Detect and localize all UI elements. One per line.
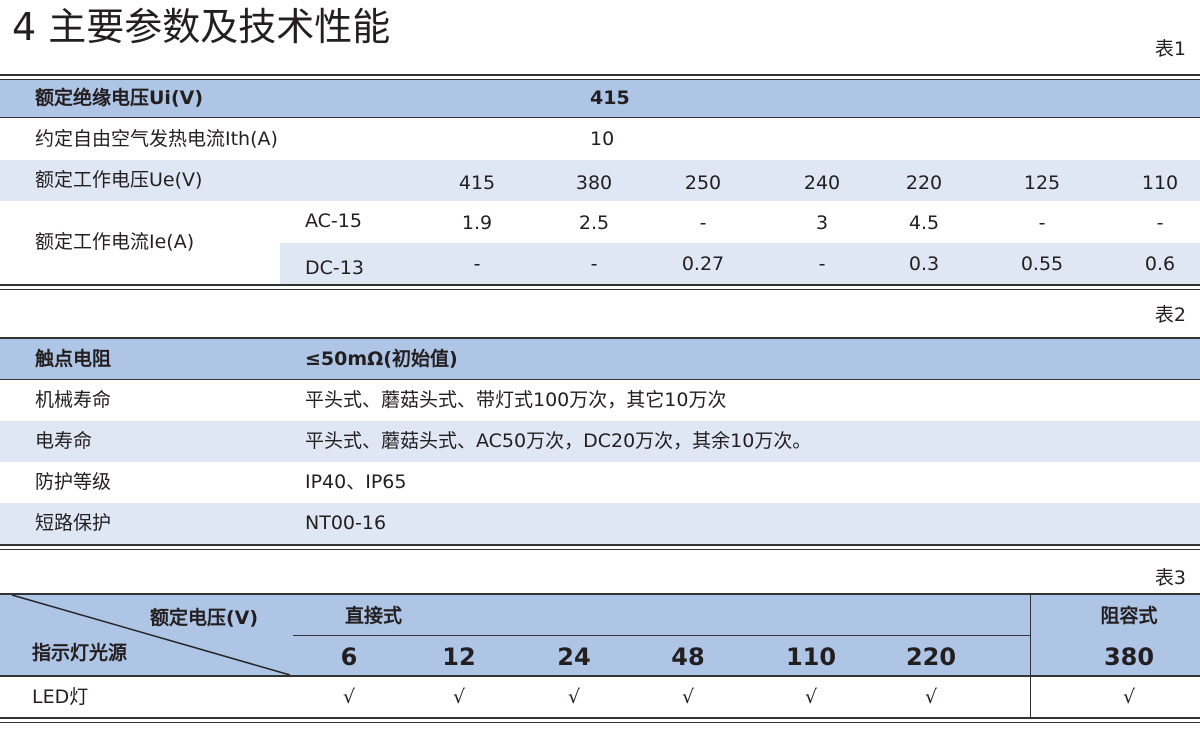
voltage-header: 220 (905, 643, 957, 671)
ac-cell: - (1038, 212, 1046, 234)
dc-cell: 0.6 (1144, 253, 1176, 275)
voltage-cell: 380 (575, 172, 613, 194)
spec-key: 机械寿命 (35, 389, 112, 411)
row-label-led: LED灯 (32, 686, 89, 708)
current-label: 额定工作电流Ie(A) (35, 231, 195, 253)
spec-value: IP40、IP65 (305, 471, 407, 493)
dc-cell: - (590, 253, 598, 275)
voltage-cell: 415 (458, 172, 496, 194)
check-mark: √ (804, 686, 818, 708)
voltage-cell: 220 (905, 172, 943, 194)
check-mark: √ (567, 686, 581, 708)
voltage-header: 110 (785, 643, 837, 671)
insulation-label: 额定绝缘电压Ui(V) (35, 87, 204, 109)
voltage-cell: 125 (1023, 172, 1061, 194)
voltage-cell: 110 (1141, 172, 1179, 194)
dc-cell: 0.3 (908, 253, 940, 275)
voltage-header: 6 (340, 643, 358, 671)
table1-label: 表1 (1154, 38, 1186, 60)
check-mark: √ (342, 686, 356, 708)
check-mark: √ (1122, 686, 1136, 708)
voltage-header: 48 (671, 643, 705, 671)
table2-label: 表2 (1154, 304, 1186, 326)
dc-cell: 0.27 (681, 253, 725, 275)
spec-value: ≤50mΩ(初始值) (305, 348, 458, 370)
page-title: 4 主要参数及技术性能 (12, 5, 391, 49)
spec-key: 触点电阻 (35, 348, 112, 370)
voltage-cell: 240 (803, 172, 841, 194)
spec-value: 平头式、蘑菇头式、带灯式100万次，其它10万次 (305, 389, 727, 411)
diagonal-divider (11, 595, 291, 676)
spec-key: 短路保护 (35, 512, 112, 534)
dc-cell: 0.55 (1020, 253, 1064, 275)
thermal-value: 10 (590, 128, 615, 150)
spec-key: 防护等级 (35, 471, 112, 493)
insulation-value: 415 (590, 87, 630, 109)
ac-label: AC-15 (305, 210, 362, 232)
dc-label: DC-13 (305, 257, 364, 279)
voltage-header: 380 (1103, 643, 1155, 671)
voltage-header: 12 (442, 643, 476, 671)
check-mark: √ (924, 686, 938, 708)
ac-cell: - (699, 212, 707, 234)
voltage-label: 额定工作电压Ue(V) (35, 169, 203, 191)
thermal-label: 约定自由空气发热电流Ith(A) (35, 128, 278, 150)
spec-value: NT00-16 (305, 512, 387, 534)
spec-value: 平头式、蘑菇头式、AC50万次，DC20万次，其余10万次。 (305, 430, 812, 452)
corner-bottom: 指示灯光源 (32, 642, 128, 664)
dc-cell: - (818, 253, 826, 275)
ac-cell: - (1156, 212, 1164, 234)
group-rc: 阻容式 (1100, 605, 1158, 627)
ac-cell: 3 (815, 212, 829, 234)
check-mark: √ (681, 686, 695, 708)
spec-key: 电寿命 (35, 430, 93, 452)
voltage-cell: 250 (684, 172, 722, 194)
voltage-header: 24 (557, 643, 591, 671)
check-mark: √ (452, 686, 466, 708)
corner-top: 额定电压(V) (150, 607, 259, 629)
ac-cell: 4.5 (908, 212, 940, 234)
table3-label: 表3 (1154, 567, 1186, 589)
group-direct: 直接式 (345, 605, 403, 627)
ac-cell: 1.9 (461, 212, 493, 234)
dc-cell: - (473, 253, 481, 275)
ac-cell: 2.5 (578, 212, 610, 234)
